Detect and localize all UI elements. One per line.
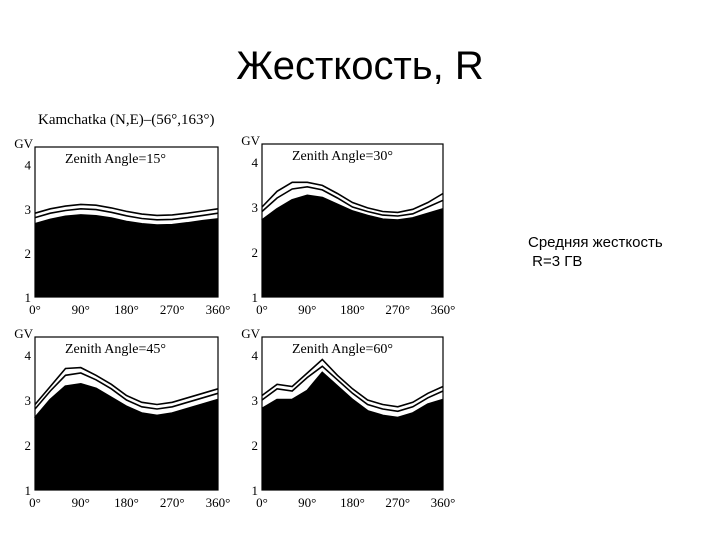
chart-panel-2: 1 2 3 4 GV 0° 90° 180° 270° 360° Zenith Angle=30° xyxy=(241,133,455,317)
note-line-1: Средняя жесткость xyxy=(528,234,663,251)
y-tick-label: 2 xyxy=(252,245,259,260)
y-axis-label: GV xyxy=(241,133,260,148)
x-tick-label: 270° xyxy=(160,302,185,317)
y-axis-label: GV xyxy=(241,326,260,341)
panel-title: Zenith Angle=45° xyxy=(65,342,166,357)
chart-panel-1: 1 2 3 4 GV 0° 90° 180° 270° 360° Zenith Angle=15° xyxy=(14,136,230,317)
x-tick-label: 90° xyxy=(298,495,316,510)
rigidity-curve-1 xyxy=(34,214,219,227)
cutoff-area xyxy=(262,373,443,490)
y-tick-label: 2 xyxy=(25,246,32,261)
rigidity-curve-1 xyxy=(34,383,219,419)
x-tick-label: 270° xyxy=(385,302,410,317)
y-axis-label: GV xyxy=(14,326,33,341)
x-tick-label: 360° xyxy=(206,302,231,317)
panel-title: Zenith Angle=30° xyxy=(292,149,393,164)
x-tick-label: 270° xyxy=(385,495,410,510)
x-tick-label: 90° xyxy=(298,302,316,317)
x-tick-label: 0° xyxy=(29,302,41,317)
slide-title: Жесткость, R xyxy=(236,44,484,88)
x-tick-label: 360° xyxy=(206,495,231,510)
y-tick-label: 1 xyxy=(25,290,32,305)
rigidity-curve-2 xyxy=(34,207,219,221)
x-tick-label: 270° xyxy=(160,495,185,510)
rigidity-curve-3 xyxy=(34,203,219,217)
rigidity-curve-3 xyxy=(261,358,444,408)
panel-title: Zenith Angle=60° xyxy=(292,342,393,357)
cutoff-area xyxy=(35,384,218,490)
y-tick-label: 4 xyxy=(25,158,32,173)
y-axis-label: GV xyxy=(14,136,33,151)
x-tick-label: 0° xyxy=(256,495,268,510)
average-rigidity-note: Средняя жесткость R=3 ГВ xyxy=(528,233,663,271)
x-tick-label: 360° xyxy=(431,495,456,510)
rigidity-curve-2 xyxy=(34,372,219,410)
x-tick-label: 0° xyxy=(256,302,268,317)
x-tick-label: 90° xyxy=(72,302,90,317)
y-tick-label: 3 xyxy=(25,202,32,217)
rigidity-curve-2 xyxy=(261,365,444,413)
x-tick-label: 180° xyxy=(114,495,139,510)
rigidity-curve-1 xyxy=(261,371,444,420)
y-tick-label: 1 xyxy=(252,483,259,498)
rigidity-curve-1 xyxy=(261,194,444,222)
x-tick-label: 360° xyxy=(431,302,456,317)
y-tick-label: 3 xyxy=(252,200,259,215)
chart-panel-4: 1 2 3 4 GV 0° 90° 180° 270° 360° Zenith Angle=60° xyxy=(241,326,455,510)
y-tick-label: 3 xyxy=(252,393,259,408)
x-tick-label: 0° xyxy=(29,495,41,510)
y-tick-label: 2 xyxy=(252,438,259,453)
x-tick-label: 180° xyxy=(340,495,365,510)
y-tick-label: 1 xyxy=(25,483,32,498)
rigidity-curve-3 xyxy=(34,366,219,406)
y-tick-label: 4 xyxy=(252,155,259,170)
y-tick-label: 4 xyxy=(25,348,32,363)
cutoff-area xyxy=(35,215,218,297)
x-tick-label: 90° xyxy=(72,495,90,510)
x-tick-label: 180° xyxy=(340,302,365,317)
x-tick-label: 180° xyxy=(114,302,139,317)
figure-caption: Kamchatka (N,E)–(56°,163°) xyxy=(38,112,215,128)
y-tick-label: 1 xyxy=(252,290,259,305)
panel-title: Zenith Angle=15° xyxy=(65,152,166,167)
rigidity-curve-2 xyxy=(261,185,444,217)
y-tick-label: 3 xyxy=(25,393,32,408)
rigidity-curve-3 xyxy=(261,181,444,214)
note-line-2: R=3 ГВ xyxy=(528,253,583,270)
y-tick-label: 2 xyxy=(25,438,32,453)
chart-panel-3: 1 2 3 4 GV 0° 90° 180° 270° 360° Zenith Angle=45° xyxy=(14,326,230,510)
y-tick-label: 4 xyxy=(252,348,259,363)
